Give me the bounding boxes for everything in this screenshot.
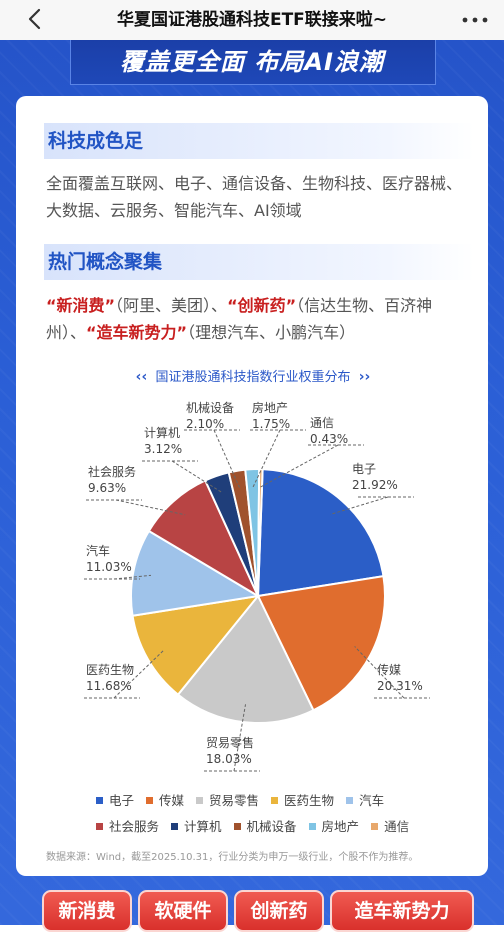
section-heading-concepts: 热门概念聚集: [44, 244, 474, 280]
legend-text: 计算机: [184, 819, 222, 834]
pie-leader-4: [113, 574, 152, 580]
legend-swatch: [346, 797, 354, 804]
tag-new-consumption[interactable]: 新消费: [42, 890, 132, 932]
pie-label-name: 电子: [352, 462, 377, 476]
legend-text: 医药生物: [284, 793, 335, 808]
pie-leader-8: [252, 429, 281, 488]
pie-label-0: 电子 21.92%: [352, 461, 398, 493]
pie-slice-1: [256, 574, 386, 712]
tag-row: 新消费 软硬件 创新药 造车新势力: [38, 890, 478, 932]
legend-text: 汽车: [359, 793, 385, 808]
chevron-left-icon[interactable]: [22, 4, 48, 34]
legend-item-5: 社会服务: [96, 816, 159, 835]
nav-bar: 华夏国证港股通科技ETF联接来啦~: [0, 0, 504, 41]
pie-label-value: 3.12%: [144, 442, 183, 456]
legend-item-1: 传媒: [146, 790, 184, 809]
pie-label-name: 社会服务: [88, 465, 137, 479]
legend-swatch: [371, 823, 379, 830]
pie-label-name: 汽车: [86, 544, 111, 558]
tag-software-hardware[interactable]: 软硬件: [138, 890, 228, 932]
pie-label-value: 21.92%: [352, 478, 398, 492]
legend-swatch: [308, 823, 316, 830]
page-title: 华夏国证港股通科技ETF联接来啦~: [116, 10, 388, 30]
concepts-description: “新消费”（阿里、美团）、“创新药”（信达生物、百济神州）、“造车新势力”（理想…: [46, 296, 433, 342]
pie-leader-7: [213, 429, 241, 489]
banner-text: 覆盖更全面 布局AI浪潮: [120, 48, 384, 76]
pie-label-name: 传媒: [377, 663, 402, 677]
pie-label-name: 贸易零售: [206, 736, 255, 750]
concept-innovative-drug: “创新药”: [227, 296, 297, 315]
legend-swatch: [271, 797, 279, 804]
legend-text: 通信: [384, 819, 410, 834]
legend-item-2: 贸易零售: [196, 790, 259, 809]
legend-item-9: 通信: [371, 816, 409, 835]
pie-label-value: 9.63%: [88, 481, 127, 495]
legend-swatch: [196, 797, 204, 804]
pie-label-value: 11.68%: [86, 679, 132, 693]
pie-label-4: 汽车 11.03%: [86, 543, 132, 575]
legend-text: 传媒: [159, 793, 185, 808]
legend-item-3: 医药生物: [271, 790, 334, 809]
pie-label-value: 18.03%: [206, 752, 252, 766]
pie-label-3: 医药生物 11.68%: [86, 662, 134, 694]
data-source-note: 数据来源：Wind，截至2025.10.31，行业分类为申万一级行业，个股不作为…: [46, 852, 419, 863]
pie-leader-1: [354, 646, 405, 699]
pie-label-9: 通信 0.43%: [310, 415, 348, 447]
pie-slice-2: [176, 594, 315, 724]
pie-leader-5: [115, 499, 186, 516]
pie-label-value: 0.43%: [310, 432, 349, 446]
more-dots-icon[interactable]: [460, 8, 490, 32]
pie-label-7: 机械设备 2.10%: [186, 400, 234, 432]
legend-swatch: [146, 797, 154, 804]
pie-slice-0: [256, 468, 385, 598]
tech-description: 全面覆盖互联网、电子、通信设备、生物科技、医疗器械、大数据、云服务、智能汽车、A…: [46, 174, 463, 220]
legend-text: 机械设备: [246, 819, 297, 834]
legend-swatch: [96, 823, 103, 830]
pie-label-1: 传媒 20.31%: [377, 662, 423, 694]
pie-label-2: 贸易零售 18.03%: [206, 735, 254, 767]
pie-slice-3: [131, 594, 261, 697]
chart-title: ‹‹ 国证港股通科技指数行业权重分布 ››: [135, 369, 371, 385]
legend-text: 社会服务: [109, 819, 160, 834]
tag-new-ev[interactable]: 造车新势力: [330, 890, 474, 932]
pie-label-value: 1.75%: [252, 417, 291, 431]
pie-label-name: 医药生物: [86, 663, 135, 677]
pie-leader-3: [113, 650, 164, 699]
legend-row-1: 电子 传媒 贸易零售 医药生物 汽车: [96, 790, 436, 809]
legend-item-8: 房地产: [308, 816, 360, 835]
pie-label-value: 2.10%: [186, 417, 225, 431]
pie-label-value: 11.03%: [86, 560, 132, 574]
concept-new-consumption: “新消费”: [46, 296, 116, 315]
pie-slice-4: [130, 529, 261, 617]
legend-text: 贸易零售: [209, 793, 260, 808]
legend-swatch: [233, 823, 241, 830]
pie-label-value: 20.31%: [377, 679, 423, 693]
legend-item-0: 电子: [96, 790, 134, 809]
tag-innovative-drug[interactable]: 创新药: [234, 890, 324, 932]
pie-label-8: 房地产 1.75%: [252, 400, 290, 432]
banner: [70, 40, 436, 85]
pie-slice-9: [257, 467, 264, 597]
pie-label-name: 计算机: [144, 426, 181, 440]
legend-item-6: 计算机: [171, 816, 222, 835]
pie-label-name: 通信: [310, 416, 335, 430]
concept-new-ev: “造车新势力”: [86, 323, 188, 342]
pie-label-5: 社会服务 9.63%: [88, 464, 136, 496]
legend-text: 房地产: [321, 819, 360, 834]
section-heading-tech: 科技成色足: [44, 123, 474, 159]
double-chevron-right-icon: ››: [358, 369, 371, 385]
pie-label-6: 计算机 3.12%: [144, 425, 182, 457]
pie-leader-2: [233, 704, 247, 772]
legend-text: 电子: [109, 793, 135, 808]
double-chevron-left-icon: ‹‹: [135, 369, 148, 385]
legend-swatch: [171, 823, 179, 830]
legend-swatch: [96, 797, 103, 804]
pie-leader-0: [330, 496, 389, 515]
legend-item-7: 机械设备: [233, 816, 297, 835]
pie-label-name: 机械设备: [186, 401, 235, 415]
legend-row-2: 社会服务 计算机 机械设备 房地产 通信: [96, 816, 436, 835]
legend-item-4: 汽车: [346, 790, 384, 809]
pie-label-name: 房地产: [252, 401, 289, 415]
